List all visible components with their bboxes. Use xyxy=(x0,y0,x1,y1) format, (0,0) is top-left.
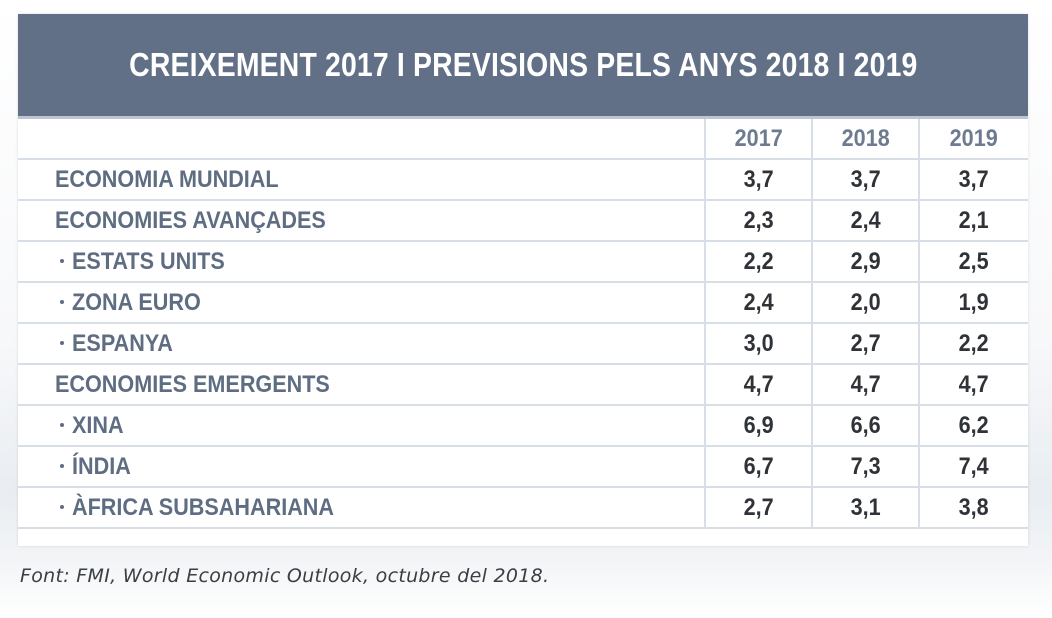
header-year-2018: 2018 xyxy=(811,119,919,160)
table-row: ESPANYA 3,0 2,7 2,2 xyxy=(18,323,1028,365)
value-2019: 7,4 xyxy=(918,446,1028,488)
table-row: ECONOMIES AVANÇADES 2,3 2,4 2,1 xyxy=(18,200,1028,242)
row-label: ECONOMIES EMERGENTS xyxy=(18,364,705,406)
header-row: 2017 2018 2019 xyxy=(18,119,1028,160)
table-row: ÍNDIA 6,7 7,3 7,4 xyxy=(18,446,1028,488)
value-2017: 6,7 xyxy=(704,446,812,488)
row-label: XINA xyxy=(18,405,705,447)
value-2019: 3,8 xyxy=(918,487,1028,529)
bullet-dot xyxy=(60,341,64,346)
value-2019: 3,7 xyxy=(918,159,1028,201)
value-2018: 6,6 xyxy=(811,405,919,447)
value-2018: 2,0 xyxy=(811,282,919,324)
value-2018: 4,7 xyxy=(811,364,919,406)
value-2018: 2,7 xyxy=(811,323,919,365)
header-year-2019: 2019 xyxy=(918,119,1028,160)
value-2018: 2,9 xyxy=(811,241,919,283)
value-2018: 2,4 xyxy=(811,200,919,242)
growth-table-panel: CREIXEMENT 2017 I PREVISIONS PELS ANYS 2… xyxy=(18,14,1028,546)
value-2017: 3,7 xyxy=(704,159,812,201)
row-label: ECONOMIES AVANÇADES xyxy=(18,200,705,242)
table-row: ZONA EURO 2,4 2,0 1,9 xyxy=(18,282,1028,324)
row-label: ESPANYA xyxy=(18,323,705,365)
value-2018: 7,3 xyxy=(811,446,919,488)
bullet-dot xyxy=(60,259,64,264)
value-2018: 3,7 xyxy=(811,159,919,201)
growth-table: 2017 2018 2019 ECONOMIA MUNDIAL 3,7 3,7 … xyxy=(18,119,1028,529)
title-banner: CREIXEMENT 2017 I PREVISIONS PELS ANYS 2… xyxy=(18,14,1028,119)
table-row: ECONOMIES EMERGENTS 4,7 4,7 4,7 xyxy=(18,364,1028,406)
table-row: ÀFRICA SUBSAHARIANA 2,7 3,1 3,8 xyxy=(18,487,1028,529)
table-row: ECONOMIA MUNDIAL 3,7 3,7 3,7 xyxy=(18,159,1028,201)
row-label: ÀFRICA SUBSAHARIANA xyxy=(18,487,705,529)
header-empty-cell xyxy=(18,119,705,160)
bullet-dot xyxy=(60,300,64,305)
row-label: ZONA EURO xyxy=(18,282,705,324)
header-year-2017: 2017 xyxy=(704,119,812,160)
value-2019: 2,5 xyxy=(918,241,1028,283)
table-row: XINA 6,9 6,6 6,2 xyxy=(18,405,1028,447)
value-2017: 6,9 xyxy=(704,405,812,447)
bullet-dot xyxy=(60,505,64,510)
value-2019: 4,7 xyxy=(918,364,1028,406)
bullet-dot xyxy=(60,464,64,469)
value-2017: 3,0 xyxy=(704,323,812,365)
table-title: CREIXEMENT 2017 I PREVISIONS PELS ANYS 2… xyxy=(128,46,918,83)
value-2017: 4,7 xyxy=(704,364,812,406)
value-2019: 2,2 xyxy=(918,323,1028,365)
bullet-dot xyxy=(60,423,64,428)
row-label: ECONOMIA MUNDIAL xyxy=(18,159,705,201)
value-2017: 2,4 xyxy=(704,282,812,324)
row-label: ESTATS UNITS xyxy=(18,241,705,283)
value-2017: 2,7 xyxy=(704,487,812,529)
table-row: ESTATS UNITS 2,2 2,9 2,5 xyxy=(18,241,1028,283)
value-2019: 2,1 xyxy=(918,200,1028,242)
source-note: Font: FMI, World Economic Outlook, octub… xyxy=(20,565,550,587)
value-2017: 2,3 xyxy=(704,200,812,242)
value-2019: 1,9 xyxy=(918,282,1028,324)
value-2017: 2,2 xyxy=(704,241,812,283)
row-label: ÍNDIA xyxy=(18,446,705,488)
value-2019: 6,2 xyxy=(918,405,1028,447)
value-2018: 3,1 xyxy=(811,487,919,529)
